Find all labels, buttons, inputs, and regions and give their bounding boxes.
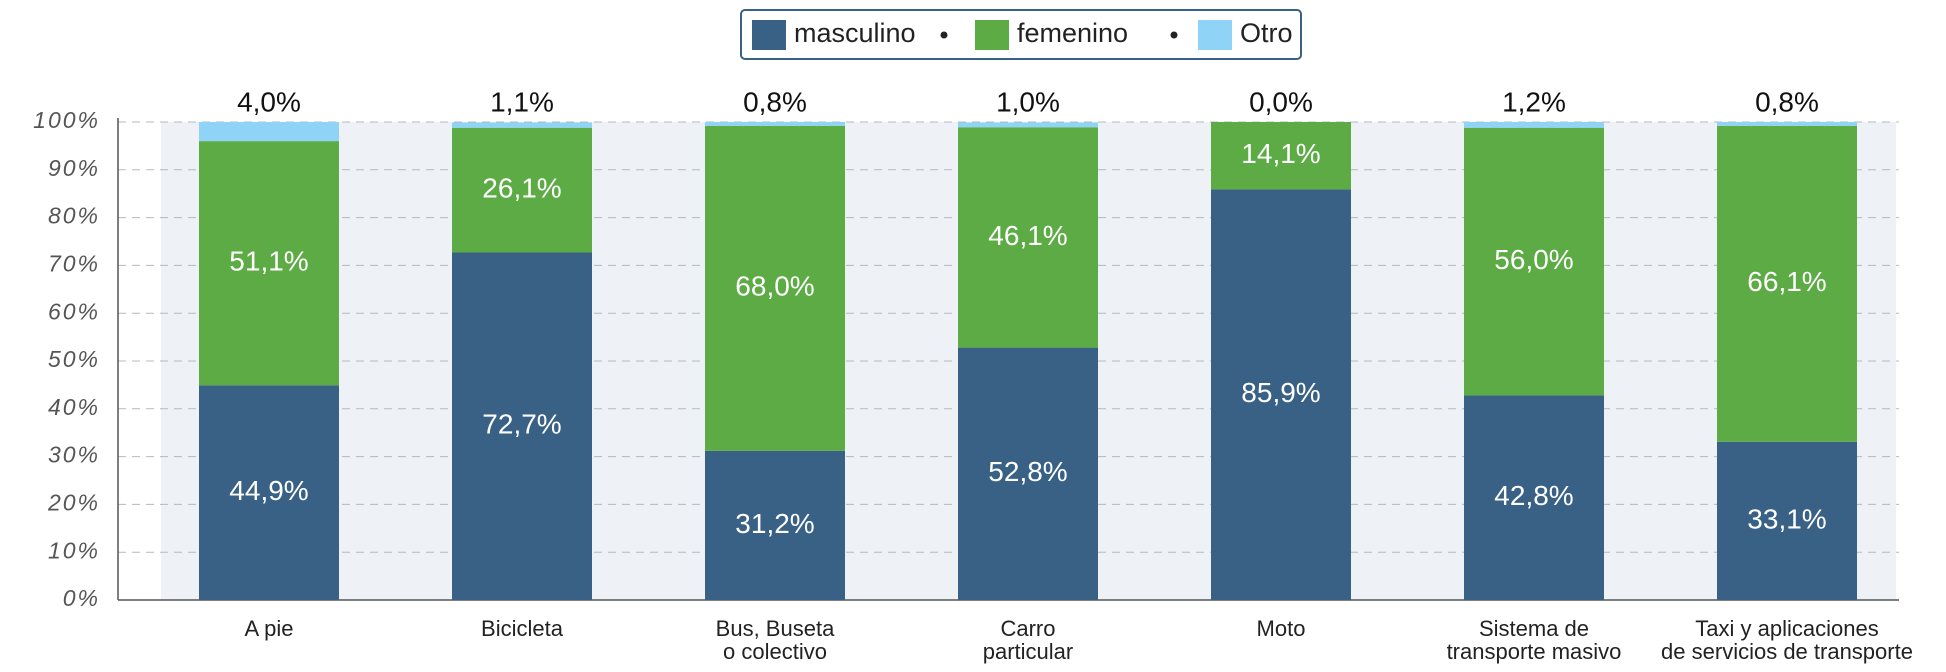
bar-segment: [199, 141, 339, 386]
x-tick-label: Taxi y aplicaciones de servicios de trans…: [1661, 616, 1913, 664]
legend-label: masculino: [794, 18, 916, 48]
bar-segment: [199, 385, 339, 600]
data-label: 42,8%: [1494, 480, 1573, 511]
y-tick-label: 20%: [47, 489, 100, 515]
x-tick-label: Carro particular: [983, 616, 1073, 664]
bar-segment: [1717, 122, 1857, 126]
bar-segment: [1717, 125, 1857, 442]
data-label: 1,2%: [1502, 86, 1566, 117]
x-tick-label: Bicicleta: [481, 616, 564, 641]
legend-label: Otro: [1240, 18, 1293, 48]
legend-swatch: [975, 20, 1009, 50]
bar-segment: [958, 127, 1098, 348]
x-tick-label: A pie: [245, 616, 294, 641]
data-label: 4,0%: [237, 86, 301, 117]
legend-box: [740, 9, 1302, 60]
bar-segment: [1211, 189, 1351, 600]
x-tick-label: Bus, Buseta o colectivo: [716, 616, 835, 664]
bar-segment: [705, 125, 845, 451]
bar-segment: [705, 122, 845, 126]
y-tick-label: 50%: [48, 346, 100, 372]
bar-segment: [705, 450, 845, 600]
y-tick-label: 30%: [48, 442, 100, 468]
y-tick-label: 70%: [48, 250, 100, 276]
data-label: 68,0%: [735, 271, 814, 302]
bar-segment: [1717, 441, 1857, 600]
data-label: 33,1%: [1747, 503, 1826, 534]
data-label: 0,0%: [1249, 86, 1313, 117]
data-label: 72,7%: [482, 409, 561, 440]
y-tick-label: 40%: [48, 394, 100, 420]
data-label: 0,8%: [1755, 86, 1819, 117]
data-label: 1,1%: [490, 86, 554, 117]
y-tick-label: 0%: [63, 585, 100, 611]
data-label: 44,9%: [229, 475, 308, 506]
data-label: 26,1%: [482, 173, 561, 204]
y-tick-label: 80%: [48, 203, 100, 229]
bar-segment: [1211, 122, 1351, 190]
legend-separator: [1170, 31, 1178, 39]
data-label: 1,0%: [996, 86, 1060, 117]
bar-segment: [958, 122, 1098, 128]
data-label: 14,1%: [1241, 138, 1320, 169]
legend-separator: [940, 31, 948, 39]
data-label: 51,1%: [229, 246, 308, 277]
bar-segment: [452, 122, 592, 128]
bar-segment: [1464, 122, 1604, 128]
bar-segment: [452, 127, 592, 253]
x-tick-label: Moto: [1257, 616, 1306, 641]
legend-swatch: [1198, 20, 1232, 50]
data-label: 0,8%: [743, 86, 807, 117]
y-tick-label: 10%: [48, 537, 100, 563]
bar-segment: [1464, 395, 1604, 600]
bar-segment: [1464, 127, 1604, 396]
x-tick-label: Sistema de transporte masivo: [1447, 616, 1622, 664]
data-label: 56,0%: [1494, 244, 1573, 275]
bar-segment: [958, 347, 1098, 600]
data-label: 31,2%: [735, 508, 814, 539]
bar-segment: [199, 122, 339, 142]
y-tick-label: 60%: [48, 298, 100, 324]
data-label: 52,8%: [988, 456, 1067, 487]
legend-swatch: [752, 20, 786, 50]
legend-label: femenino: [1017, 18, 1128, 48]
data-label: 46,1%: [988, 220, 1067, 251]
data-label: 85,9%: [1241, 377, 1320, 408]
y-tick-label: 90%: [48, 155, 100, 181]
bar-segment: [452, 252, 592, 600]
data-label: 66,1%: [1747, 266, 1826, 297]
y-tick-label: 100%: [33, 107, 100, 133]
